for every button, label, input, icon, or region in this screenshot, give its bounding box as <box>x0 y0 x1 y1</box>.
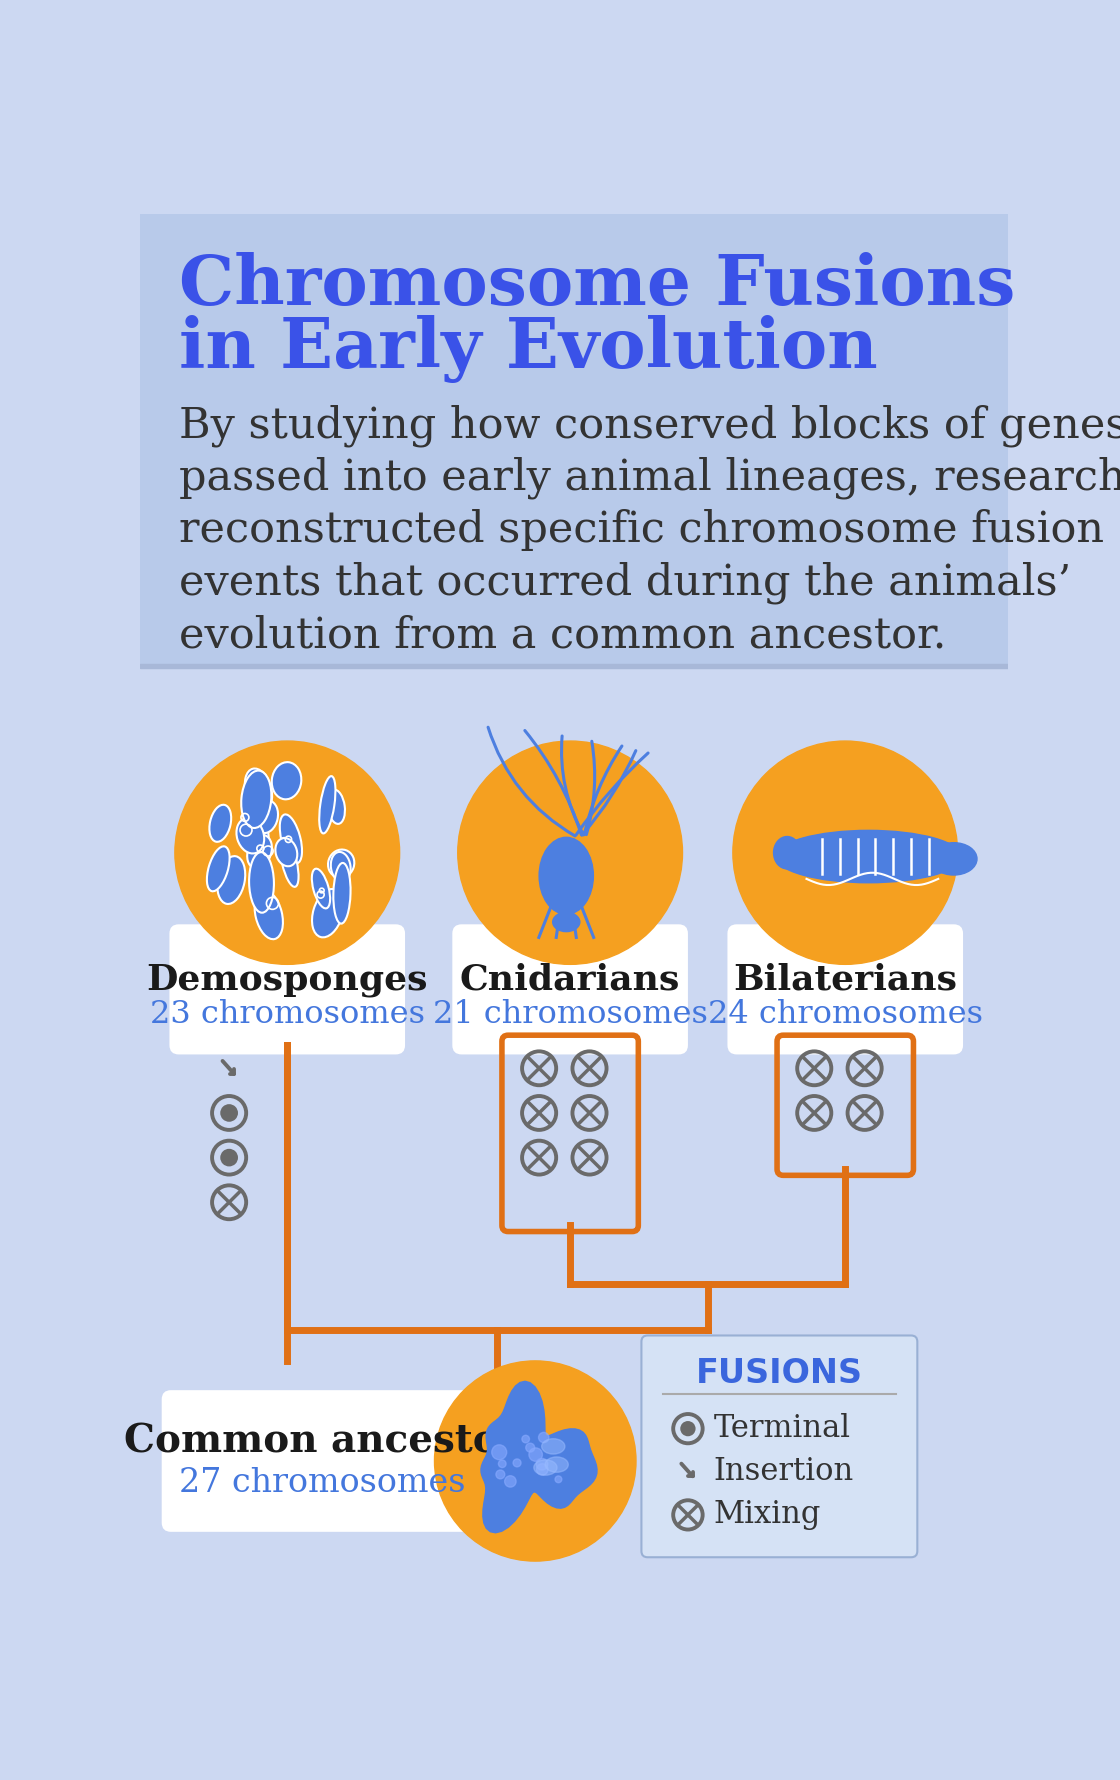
Text: Demosponges: Demosponges <box>147 963 428 997</box>
Ellipse shape <box>245 769 272 812</box>
Text: 21 chromosomes: 21 chromosomes <box>432 999 708 1031</box>
Ellipse shape <box>276 838 297 867</box>
Ellipse shape <box>552 913 580 931</box>
Ellipse shape <box>241 771 271 828</box>
Ellipse shape <box>280 815 302 863</box>
Text: By studying how conserved blocks of genes: By studying how conserved blocks of gene… <box>179 404 1120 447</box>
FancyBboxPatch shape <box>728 924 963 1054</box>
Text: 23 chromosomes: 23 chromosomes <box>150 999 424 1031</box>
Circle shape <box>496 1470 505 1479</box>
Ellipse shape <box>545 1456 568 1472</box>
Text: Mixing: Mixing <box>713 1499 821 1531</box>
Ellipse shape <box>327 790 345 824</box>
Text: Cnidarians: Cnidarians <box>460 963 680 997</box>
Ellipse shape <box>254 890 283 940</box>
Ellipse shape <box>931 842 977 876</box>
Ellipse shape <box>311 869 330 908</box>
Text: reconstructed specific chromosome fusion: reconstructed specific chromosome fusion <box>179 509 1104 552</box>
Text: events that occurred during the animals’: events that occurred during the animals’ <box>179 562 1071 603</box>
Circle shape <box>492 1445 506 1460</box>
Circle shape <box>221 1104 237 1121</box>
Circle shape <box>529 1447 542 1461</box>
Circle shape <box>505 1476 516 1486</box>
Text: Common ancestor: Common ancestor <box>124 1422 520 1461</box>
Circle shape <box>513 1460 521 1467</box>
Polygon shape <box>480 1381 597 1533</box>
Ellipse shape <box>236 819 264 853</box>
Ellipse shape <box>334 863 351 924</box>
FancyBboxPatch shape <box>169 924 405 1054</box>
Text: Terminal: Terminal <box>713 1413 850 1444</box>
Ellipse shape <box>534 1460 557 1476</box>
Circle shape <box>525 1444 534 1452</box>
Circle shape <box>556 1476 562 1483</box>
Circle shape <box>221 1148 237 1166</box>
Circle shape <box>522 1435 530 1444</box>
Ellipse shape <box>319 776 336 833</box>
Text: 27 chromosomes: 27 chromosomes <box>179 1467 466 1499</box>
Ellipse shape <box>280 838 299 886</box>
Circle shape <box>536 1463 548 1476</box>
Ellipse shape <box>217 856 245 904</box>
Ellipse shape <box>775 829 961 883</box>
Bar <box>140 214 1008 668</box>
Bar <box>140 664 1008 668</box>
Text: evolution from a common ancestor.: evolution from a common ancestor. <box>179 614 946 657</box>
Text: Bilaterians: Bilaterians <box>734 963 958 997</box>
FancyBboxPatch shape <box>452 924 688 1054</box>
Circle shape <box>458 740 682 965</box>
FancyBboxPatch shape <box>642 1335 917 1558</box>
Text: FUSIONS: FUSIONS <box>696 1358 862 1390</box>
Text: Insertion: Insertion <box>713 1456 853 1486</box>
Ellipse shape <box>328 849 354 878</box>
Text: passed into early animal lineages, researchers: passed into early animal lineages, resea… <box>179 457 1120 500</box>
Ellipse shape <box>209 805 231 842</box>
Ellipse shape <box>312 888 344 938</box>
Text: 24 chromosomes: 24 chromosomes <box>708 999 982 1031</box>
Ellipse shape <box>254 801 278 833</box>
Circle shape <box>498 1460 506 1467</box>
Ellipse shape <box>272 762 301 799</box>
Circle shape <box>536 1458 548 1470</box>
Ellipse shape <box>330 853 351 881</box>
Circle shape <box>175 740 400 965</box>
Text: Chromosome Fusions: Chromosome Fusions <box>179 253 1015 319</box>
Circle shape <box>539 1433 549 1442</box>
Circle shape <box>435 1362 636 1561</box>
FancyBboxPatch shape <box>161 1390 483 1533</box>
Ellipse shape <box>244 801 269 858</box>
Circle shape <box>732 740 958 965</box>
Ellipse shape <box>542 1438 564 1454</box>
Ellipse shape <box>248 835 272 869</box>
Ellipse shape <box>539 837 594 915</box>
Circle shape <box>680 1420 696 1436</box>
Ellipse shape <box>249 853 274 913</box>
Text: in Early Evolution: in Early Evolution <box>179 315 877 383</box>
Ellipse shape <box>207 846 230 892</box>
Ellipse shape <box>774 837 801 869</box>
Bar <box>140 668 1008 1584</box>
